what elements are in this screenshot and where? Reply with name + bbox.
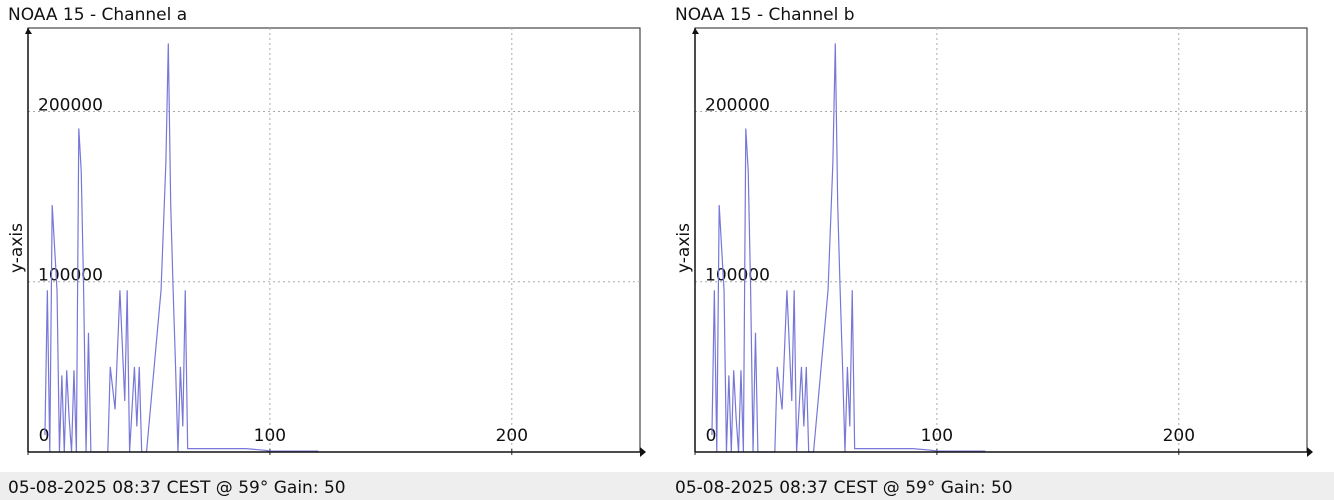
y-tick-label: 100000	[38, 266, 103, 286]
footer: 05-08-2025 08:37 CEST @ 59° Gain: 50	[8, 478, 346, 498]
y-axis-label: y-axis	[7, 223, 27, 273]
x-tick-label: 0	[706, 426, 717, 446]
chart-title: NOAA 15 - Channel a	[8, 5, 187, 25]
y-axis-label: y-axis	[674, 223, 694, 273]
footer-bg	[0, 472, 667, 500]
panel: NOAA 15 - Channel a 05-08-2025 08:37 CEST…	[0, 5, 667, 500]
x-tick-label: 200	[496, 426, 528, 446]
y-arrow	[692, 28, 699, 34]
data-line	[44, 43, 319, 453]
footer: 05-08-2025 08:37 CEST @ 59° Gain: 50	[675, 478, 1013, 498]
plot-area	[27, 27, 641, 453]
x-tick-label: 100	[921, 426, 953, 446]
y-arrow	[25, 28, 32, 34]
y-tick-label: 200000	[705, 95, 770, 115]
x-arrow	[1307, 447, 1313, 457]
footer-bg	[667, 472, 1334, 500]
y-tick-label: 200000	[38, 95, 103, 115]
x-tick-label: 100	[254, 426, 286, 446]
chart-title: NOAA 15 - Channel b	[675, 5, 855, 25]
x-arrow	[640, 447, 646, 457]
data-line	[711, 43, 986, 453]
x-tick-label: 200	[1163, 426, 1195, 446]
x-tick-label: 0	[39, 426, 50, 446]
panel: NOAA 15 - Channel b 05-08-2025 08:37 CEST…	[667, 5, 1334, 500]
plot-area	[694, 27, 1308, 453]
y-tick-label: 100000	[705, 266, 770, 286]
